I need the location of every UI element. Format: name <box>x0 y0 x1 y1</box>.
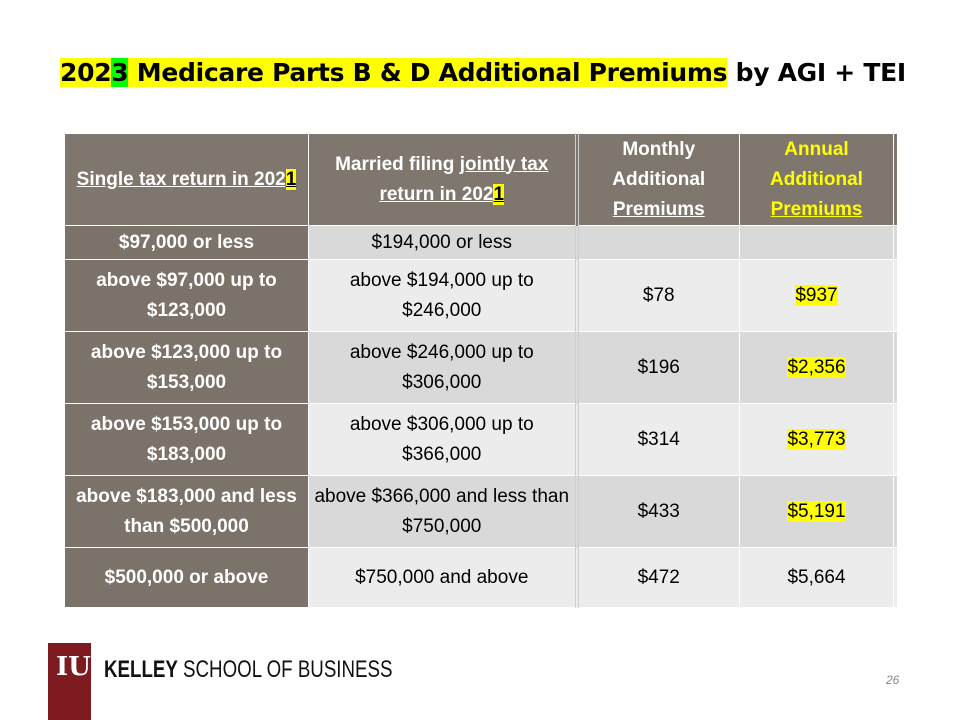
cell-single: above $123,000 up to $153,000 <box>64 331 309 404</box>
cell-single: above $183,000 and less than $500,000 <box>64 475 309 548</box>
cell-annual <box>739 225 894 260</box>
cell-single: $500,000 or above <box>64 547 309 608</box>
header-joint-pre: Married filing <box>335 153 460 175</box>
title-year-prefix: 202 <box>60 58 112 87</box>
header-annual: Annual Additional Premiums <box>739 133 894 226</box>
header-row: Single tax return in 2021 Married filing… <box>64 133 898 226</box>
page-number: 26 <box>886 673 900 687</box>
cell-annual: $5,191 <box>739 475 894 548</box>
table-row: above $97,000 up to $123,000 above $194,… <box>64 259 898 332</box>
cell-monthly: $78 <box>576 259 740 332</box>
header-monthly-u: Premiums <box>612 198 705 220</box>
annual-value: $3,773 <box>787 428 846 450</box>
cell-spacer <box>893 403 898 476</box>
table-row: above $123,000 up to $153,000 above $246… <box>64 331 898 404</box>
header-joint-u: jointly tax return in 202 <box>379 153 549 205</box>
header-annual-text: Annual Additional <box>770 138 863 190</box>
cell-spacer <box>893 259 898 332</box>
cell-annual: $3,773 <box>739 403 894 476</box>
cell-monthly: $196 <box>576 331 740 404</box>
title-year-last: 3 <box>111 58 129 87</box>
header-monthly: Monthly Additional Premiums <box>576 133 740 226</box>
annual-value: $937 <box>795 284 838 306</box>
cell-monthly: $433 <box>576 475 740 548</box>
cell-spacer <box>893 475 898 548</box>
cell-annual: $937 <box>739 259 894 332</box>
header-single: Single tax return in 2021 <box>64 133 309 226</box>
cell-joint: above $306,000 up to $366,000 <box>308 403 579 476</box>
cell-single: $97,000 or less <box>64 225 309 260</box>
header-monthly-text: Monthly Additional <box>612 138 706 190</box>
header-joint: Married filing jointly tax return in 202… <box>308 133 579 226</box>
cell-single: above $153,000 up to $183,000 <box>64 403 309 476</box>
cell-annual: $2,356 <box>739 331 894 404</box>
annual-value: $5,191 <box>787 500 846 522</box>
cell-joint: above $194,000 up to $246,000 <box>308 259 579 332</box>
cell-joint: $194,000 or less <box>308 225 579 260</box>
cell-spacer <box>893 331 898 404</box>
table-row: above $153,000 up to $183,000 above $306… <box>64 403 898 476</box>
slide-title: 2023 Medicare Parts B & D Additional Pre… <box>60 58 906 87</box>
title-highlighted: Medicare Parts B & D Additional Premiums <box>128 58 728 87</box>
kelley-brand: KELLEY SCHOOL OF BUSINESS <box>104 656 392 684</box>
header-single-hl: 1 <box>285 168 297 190</box>
header-annual-u: Premiums <box>770 198 863 220</box>
annual-value: $2,356 <box>787 356 846 378</box>
title-rest: by AGI + TEI <box>727 58 907 87</box>
brand-rest: SCHOOL OF BUSINESS <box>177 656 393 683</box>
cell-monthly: $314 <box>576 403 740 476</box>
cell-spacer <box>893 547 898 608</box>
header-joint-hl: 1 <box>493 183 505 205</box>
header-spacer <box>893 133 898 226</box>
cell-joint: above $246,000 up to $306,000 <box>308 331 579 404</box>
cell-single: above $97,000 up to $123,000 <box>64 259 309 332</box>
iu-logo <box>48 643 91 720</box>
cell-monthly <box>576 225 740 260</box>
cell-spacer <box>893 225 898 260</box>
iu-logo-mark: IU <box>56 652 91 682</box>
header-single-text: Single tax return in 202 <box>76 168 286 190</box>
cell-joint: $750,000 and above <box>308 547 579 608</box>
cell-monthly: $472 <box>576 547 740 608</box>
cell-annual: $5,664 <box>739 547 894 608</box>
cell-joint: above $366,000 and less than $750,000 <box>308 475 579 548</box>
table-row: $97,000 or less $194,000 or less <box>64 225 898 260</box>
table-row: above $183,000 and less than $500,000 ab… <box>64 475 898 548</box>
premiums-table: Single tax return in 2021 Married filing… <box>64 133 898 608</box>
brand-bold: KELLEY <box>104 656 178 683</box>
table-row: $500,000 or above $750,000 and above $47… <box>64 547 898 608</box>
